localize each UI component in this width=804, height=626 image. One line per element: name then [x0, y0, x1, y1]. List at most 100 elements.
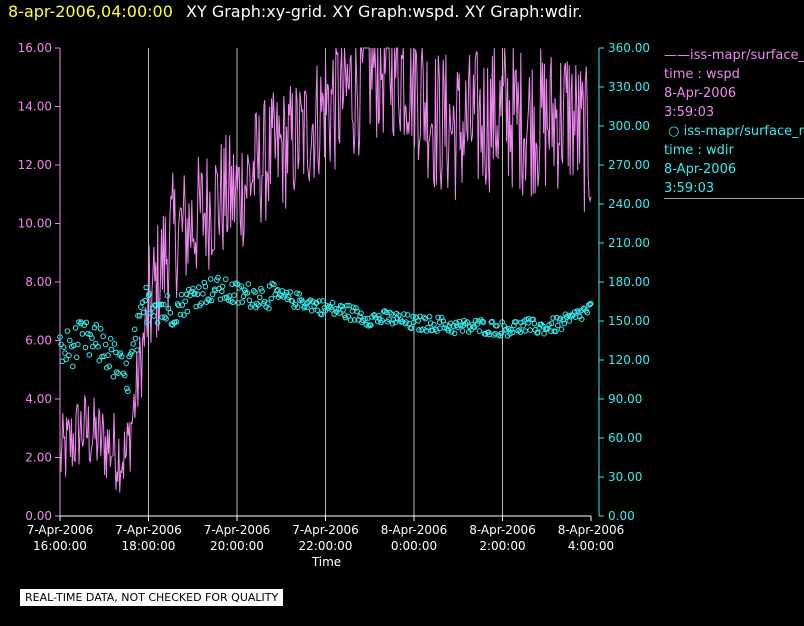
right-axis-tick-label: 120.00 [608, 353, 650, 367]
wdir-point [130, 341, 136, 347]
wdir-point [206, 297, 212, 304]
wdir-point [494, 323, 500, 329]
wdir-point [242, 289, 249, 296]
wdir-point [165, 305, 172, 312]
wdir-point [480, 319, 487, 326]
wdir-point [587, 301, 593, 308]
wdir-point [178, 291, 185, 298]
wdir-point [132, 335, 139, 342]
wdir-point [151, 313, 157, 319]
wdir-point [498, 330, 505, 337]
wdir-point [527, 327, 534, 333]
wdir-point [250, 288, 257, 294]
left-axis-tick-label: 0.00 [25, 509, 52, 523]
wdir-point [100, 333, 106, 340]
wdir-point [289, 298, 296, 305]
wdir-point [115, 370, 121, 377]
wdir-point [561, 320, 568, 327]
legend-circle-icon: ○ [664, 124, 684, 139]
wdir-point [121, 372, 128, 379]
wdir-point [550, 315, 556, 321]
left-axis-tick-label: 14.00 [18, 100, 52, 114]
wdir-point [184, 308, 191, 315]
wdir-point [134, 347, 140, 353]
legend-divider [664, 198, 804, 199]
legend: ——iss-mapr/surface_m time : wspd 8-Apr-2… [664, 46, 804, 199]
wdir-point [209, 291, 216, 298]
wdir-point [588, 300, 594, 307]
wdir-point [540, 323, 546, 329]
wdir-point [105, 352, 111, 359]
wdir-series [57, 274, 594, 395]
wdir-point [96, 357, 102, 364]
wdir-point [459, 328, 466, 334]
wdir-point [296, 291, 303, 297]
wdir-point [461, 317, 468, 324]
wdir-point [474, 320, 481, 327]
wdir-point [471, 324, 478, 331]
wdir-point [379, 317, 385, 324]
wdir-point [138, 304, 144, 310]
wdir-point [319, 311, 325, 318]
wdir-point [358, 310, 364, 317]
wdir-point [79, 331, 86, 337]
wdir-point [538, 321, 545, 328]
wdir-point [259, 288, 265, 295]
wdir-point [89, 335, 95, 341]
wdir-point [404, 312, 411, 318]
wdir-point [202, 283, 209, 290]
wdir-point [340, 306, 346, 313]
legend-wspd-name: ——iss-mapr/surface_m [664, 46, 804, 65]
wdir-point [67, 337, 73, 344]
x-axis-tick-label-date: 7-Apr-2006 [204, 523, 271, 537]
wdir-point [376, 312, 382, 319]
wdir-point [173, 319, 180, 325]
wdir-point [164, 293, 171, 299]
data-quality-disclaimer: REAL-TIME DATA, NOT CHECKED FOR QUALITY [20, 589, 284, 606]
x-axis-tick-label-date: 7-Apr-2006 [27, 523, 94, 537]
wdir-point [476, 328, 483, 334]
wdir-point [255, 302, 262, 308]
wdir-point [344, 302, 350, 309]
wdir-point [522, 328, 529, 334]
wdir-point [505, 325, 512, 332]
wdir-point [357, 313, 363, 320]
header-graph-titles: XY Graph:xy-grid. XY Graph:wspd. XY Grap… [186, 2, 583, 21]
wdir-point [562, 311, 569, 318]
wdir-point [341, 312, 348, 319]
wdir-point [214, 277, 220, 284]
wdir-point [553, 328, 559, 335]
wdir-point [314, 307, 321, 314]
wdir-point [578, 316, 585, 323]
wdir-point [489, 318, 495, 325]
wdir-point [347, 317, 354, 323]
wdir-point [183, 291, 190, 298]
wdir-point [143, 284, 149, 291]
left-axis-tick-label: 4.00 [25, 392, 52, 406]
wdir-point [78, 319, 84, 325]
wdir-point [106, 363, 112, 370]
wdir-point [161, 301, 167, 308]
wdir-point [148, 310, 154, 317]
wdir-point [73, 354, 80, 361]
right-axis-tick-label: 180.00 [608, 275, 650, 289]
wdir-point [111, 341, 118, 347]
header-timestamp: 8-apr-2006,04:00:00 [8, 2, 173, 21]
wdir-point [257, 294, 263, 301]
wdir-point [508, 326, 514, 333]
legend-wspd-time: 3:59:03 [664, 105, 715, 120]
legend-wdir-label: iss-mapr/surface_m [683, 124, 804, 139]
wdir-point [448, 329, 455, 335]
wdir-point [198, 300, 204, 307]
legend-wspd-date: 8-Apr-2006 [664, 86, 737, 101]
wdir-point [342, 314, 349, 321]
x-axis-tick-label-time: 20:00:00 [210, 539, 264, 553]
left-axis-tick-label: 8.00 [25, 275, 52, 289]
graph-header: 8-apr-2006,04:00:00 XY Graph:xy-grid. XY… [8, 2, 583, 21]
wspd-line [59, 47, 592, 493]
wdir-point [244, 290, 251, 296]
wdir-point [387, 309, 393, 316]
wdir-point [76, 319, 82, 325]
wdir-point [142, 297, 148, 304]
wspd-series [59, 47, 592, 493]
